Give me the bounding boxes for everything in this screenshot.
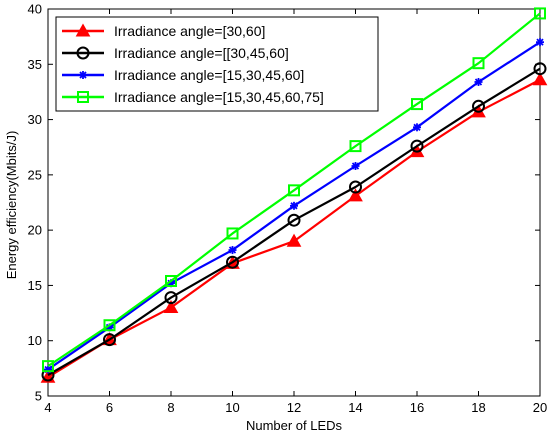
y-tick-label: 20 xyxy=(28,223,42,238)
data-point xyxy=(286,233,302,247)
y-tick-label: 40 xyxy=(28,2,42,17)
legend-entry: Irradiance angle=[[30,45,60] xyxy=(62,45,289,61)
data-point xyxy=(226,255,239,269)
data-point xyxy=(411,98,423,111)
legend-label: Irradiance angle=[30,60] xyxy=(114,23,265,39)
x-tick-label: 10 xyxy=(225,400,239,415)
y-tick-label: 5 xyxy=(35,389,42,404)
x-tick-label: 20 xyxy=(533,400,547,415)
data-point xyxy=(44,365,52,374)
data-point xyxy=(474,77,483,86)
data-point xyxy=(228,246,237,255)
data-point xyxy=(410,139,424,153)
legend: Irradiance angle=[30,60] Irradiance angle… xyxy=(55,16,379,112)
data-point xyxy=(287,213,301,227)
data-point xyxy=(472,99,485,113)
legend-label: Irradiance angle=[15,30,45,60,75] xyxy=(114,89,324,105)
legend-marker xyxy=(79,71,87,79)
x-tick-label: 18 xyxy=(471,400,485,415)
data-point xyxy=(42,360,54,373)
data-point xyxy=(536,38,544,47)
data-point xyxy=(533,62,547,76)
data-point xyxy=(164,291,178,305)
data-point xyxy=(163,300,179,314)
series-1 xyxy=(40,72,548,383)
x-tick-label: 8 xyxy=(167,400,174,415)
data-point xyxy=(472,57,485,70)
legend-marker xyxy=(77,91,89,103)
data-point xyxy=(349,140,362,153)
legend-label: Irradiance angle=[15,30,45,60] xyxy=(114,67,304,83)
data-point xyxy=(348,188,363,202)
series-line xyxy=(47,67,541,376)
data-point xyxy=(288,184,300,197)
data-point xyxy=(103,333,116,347)
x-axis-label: Number of LEDs xyxy=(246,418,343,433)
data-point xyxy=(413,123,421,132)
series-line xyxy=(47,78,541,379)
y-tick-label: 15 xyxy=(28,278,42,293)
x-tick-label: 6 xyxy=(106,400,113,415)
legend-entry: Irradiance angle=[30,60] xyxy=(62,23,265,39)
data-point xyxy=(103,319,116,332)
x-tick-label: 14 xyxy=(348,400,362,415)
legend-marker xyxy=(75,23,91,37)
data-point xyxy=(165,275,177,288)
data-point xyxy=(534,7,546,20)
x-tick-label: 4 xyxy=(44,400,51,415)
y-tick-label: 25 xyxy=(28,167,42,182)
legend-box xyxy=(55,16,379,112)
axes: 4 6 8 10 12 14 16 18 20 5 10 15 20 25 30 35 40 xyxy=(28,2,548,416)
y-tick-label: 10 xyxy=(28,333,42,348)
x-tick-label: 16 xyxy=(410,400,424,415)
legend-entry: Irradiance angle=[15,30,45,60] xyxy=(62,67,304,83)
legend-entry: Irradiance angle=[15,30,45,60,75] xyxy=(62,89,324,105)
data-point xyxy=(226,227,239,240)
series-4 xyxy=(42,7,546,373)
y-tick-label: 35 xyxy=(28,57,42,72)
data-point xyxy=(290,201,298,210)
series-3 xyxy=(44,38,544,374)
y-axis-label: Energy efficiency(Mbits/J) xyxy=(4,131,19,280)
x-tick-label: 12 xyxy=(287,400,301,415)
series-line xyxy=(47,12,541,368)
data-point xyxy=(349,180,362,194)
series-2 xyxy=(41,62,547,382)
series-layer xyxy=(40,7,548,383)
legend-label: Irradiance angle=[[30,45,60] xyxy=(114,45,289,61)
legend-marker xyxy=(76,46,90,60)
data-point xyxy=(351,162,360,171)
y-tick-label: 30 xyxy=(28,112,42,127)
data-point xyxy=(532,72,548,86)
